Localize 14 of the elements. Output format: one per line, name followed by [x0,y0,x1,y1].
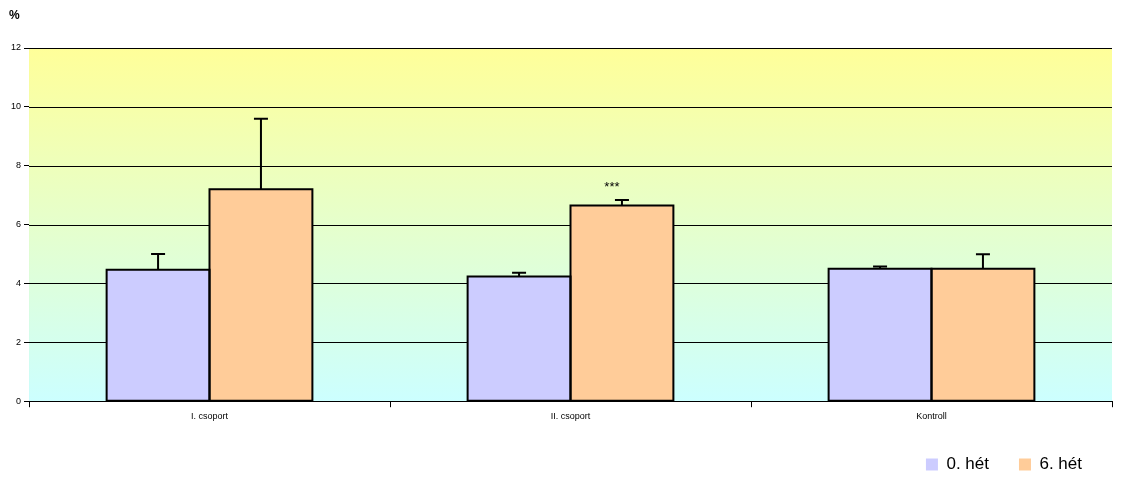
y-tick-label: 10 [11,101,22,112]
y-tick-label: 8 [16,160,22,171]
x-tick-label: I. csoport [191,411,229,422]
legend-label: 0. hét [946,454,990,474]
x-tick-label: II. csoport [550,411,591,422]
y-tick-label: 4 [16,277,22,288]
y-tick-label: 12 [11,42,22,53]
y-tick-label: 6 [16,219,22,230]
annotation: *** [604,178,620,194]
x-tick-label: Kontroll [916,411,947,422]
legend-label: 6. hét [1039,454,1083,474]
y-tick-label: 0 [16,395,22,406]
y-axis-title: % [9,8,20,23]
y-tick-label: 2 [16,336,22,347]
